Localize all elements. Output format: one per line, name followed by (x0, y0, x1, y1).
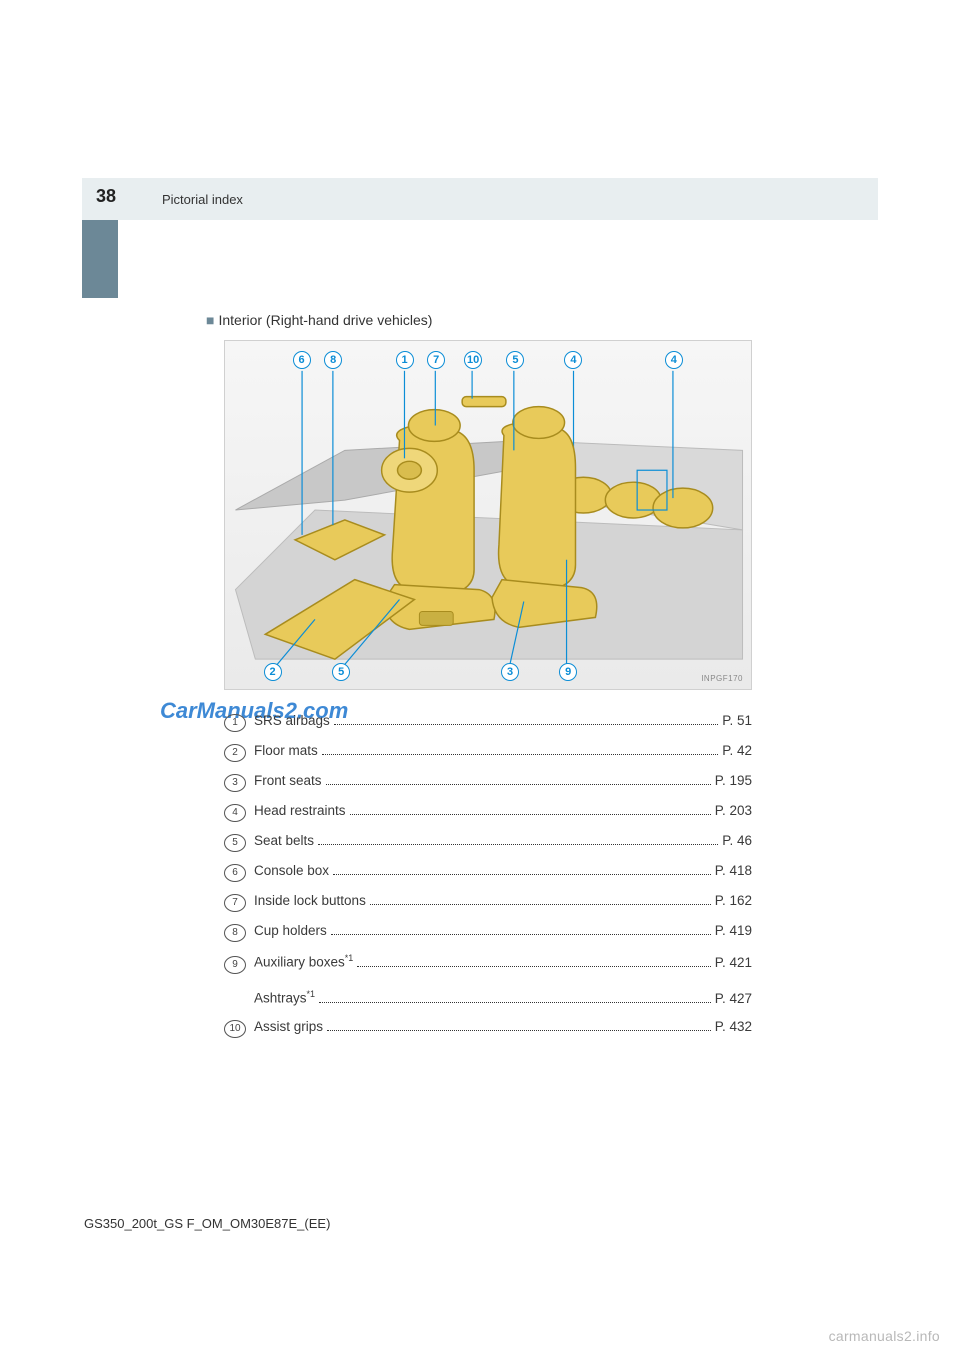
index-page: P. 46 (722, 832, 752, 850)
callout-6: 6 (293, 351, 311, 369)
diagram-image-id: INPGF170 (701, 674, 743, 683)
index-label: Front seats (254, 772, 322, 790)
index-label: Seat belts (254, 832, 314, 850)
section-heading-text: Interior (Right-hand drive vehicles) (218, 312, 432, 328)
index-number-icon: 4 (224, 804, 246, 822)
index-page: P. 418 (715, 862, 752, 880)
index-label: Head restraints (254, 802, 346, 820)
index-row: 3 Front seats P. 195 (224, 772, 752, 792)
leader-dots (370, 904, 711, 905)
index-page: P. 432 (715, 1018, 752, 1036)
index-row: 1 SRS airbags P. 51 (224, 712, 752, 732)
index-number-icon: 2 (224, 744, 246, 762)
doc-code: GS350_200t_GS F_OM_OM30E87E_(EE) (84, 1216, 330, 1231)
index-page: P. 42 (722, 742, 752, 760)
index-number-icon: 9 (224, 956, 246, 974)
index-number-icon (224, 985, 246, 1003)
square-bullet-icon: ■ (206, 312, 214, 328)
index-label: Cup holders (254, 922, 327, 940)
index-label: Ashtrays*1 (254, 988, 315, 1008)
chapter-tab (82, 220, 118, 298)
index-row: 5 Seat belts P. 46 (224, 832, 752, 852)
callout-4: 4 (665, 351, 683, 369)
index-page: P. 162 (715, 892, 752, 910)
index-row: 8 Cup holders P. 419 (224, 922, 752, 942)
leader-dots (326, 784, 711, 785)
index-row: 2 Floor mats P. 42 (224, 742, 752, 762)
index-label: SRS airbags (254, 712, 330, 730)
index-row: 10 Assist grips P. 432 (224, 1018, 752, 1038)
index-page: P. 195 (715, 772, 752, 790)
index-number-icon: 10 (224, 1020, 246, 1038)
leader-dots (333, 874, 711, 875)
index-row: 6 Console box P. 418 (224, 862, 752, 882)
header-section-title: Pictorial index (162, 192, 243, 207)
index-number-icon: 7 (224, 894, 246, 912)
index-row: 9 Auxiliary boxes*1 P. 421 (224, 952, 752, 974)
index-page: P. 421 (715, 954, 752, 972)
index-number-icon: 6 (224, 864, 246, 882)
leader-dots (350, 814, 711, 815)
index-number-icon: 3 (224, 774, 246, 792)
callout-1: 1 (396, 351, 414, 369)
leader-dots (319, 1002, 711, 1003)
index-page: P. 51 (722, 712, 752, 730)
index-footnote: *1 (345, 953, 354, 963)
index-label: Assist grips (254, 1018, 323, 1036)
leader-dots (331, 934, 711, 935)
index-row: Ashtrays*1 P. 427 (224, 984, 752, 1008)
index-label: Floor mats (254, 742, 318, 760)
section-heading: ■Interior (Right-hand drive vehicles) (206, 312, 432, 328)
interior-diagram: INPGF170 6817105442539 (224, 340, 752, 690)
leader-dots (334, 724, 718, 725)
index-page: P. 419 (715, 922, 752, 940)
sub-band (118, 220, 878, 298)
page-number: 38 (96, 186, 116, 207)
index-footnote: *1 (307, 989, 316, 999)
leader-dots (357, 966, 710, 967)
leader-dots (327, 1030, 711, 1031)
index-list: 1 SRS airbags P. 51 2 Floor mats P. 42 3 Front … (224, 712, 752, 1048)
leader-dots (322, 754, 718, 755)
index-row: 7 Inside lock buttons P. 162 (224, 892, 752, 912)
site-footer: carmanuals2.info (829, 1328, 940, 1344)
callout-2: 2 (264, 663, 282, 681)
leader-dots (318, 844, 718, 845)
index-label: Console box (254, 862, 329, 880)
index-label: Inside lock buttons (254, 892, 366, 910)
index-label: Auxiliary boxes*1 (254, 952, 353, 972)
index-number-icon: 1 (224, 714, 246, 732)
interior-diagram-svg (225, 341, 751, 689)
index-row: 4 Head restraints P. 203 (224, 802, 752, 822)
callout-3: 3 (501, 663, 519, 681)
index-number-icon: 8 (224, 924, 246, 942)
index-page: P. 203 (715, 802, 752, 820)
index-number-icon: 5 (224, 834, 246, 852)
index-page: P. 427 (715, 990, 752, 1008)
